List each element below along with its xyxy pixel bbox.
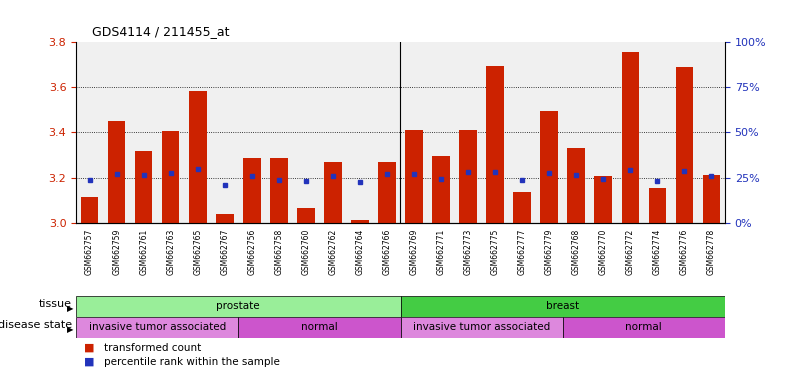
Bar — [239, 317, 400, 338]
Text: normal: normal — [301, 322, 338, 333]
Text: invasive tumor associated: invasive tumor associated — [89, 322, 226, 333]
Bar — [135, 151, 152, 223]
Bar — [108, 121, 126, 223]
Bar — [76, 317, 239, 338]
Bar — [541, 111, 558, 223]
Bar — [622, 52, 639, 223]
Text: percentile rank within the sample: percentile rank within the sample — [104, 357, 280, 367]
Bar — [513, 192, 531, 223]
Bar — [162, 131, 179, 223]
Text: normal: normal — [626, 322, 662, 333]
Bar — [400, 317, 562, 338]
Text: disease state: disease state — [0, 320, 72, 330]
Bar — [270, 159, 288, 223]
Text: ■: ■ — [84, 357, 95, 367]
Bar — [405, 130, 423, 223]
Text: prostate: prostate — [216, 301, 260, 311]
Bar — [351, 220, 368, 223]
Bar — [216, 214, 234, 223]
Text: ▶: ▶ — [67, 325, 74, 334]
Text: invasive tumor associated: invasive tumor associated — [413, 322, 550, 333]
Bar — [649, 188, 666, 223]
Bar — [189, 91, 207, 223]
Bar — [594, 177, 612, 223]
Bar — [297, 208, 315, 223]
Bar — [702, 175, 720, 223]
Text: ▶: ▶ — [67, 304, 74, 313]
Bar — [567, 148, 585, 223]
Text: GDS4114 / 211455_at: GDS4114 / 211455_at — [92, 25, 230, 38]
Bar — [486, 66, 504, 223]
Bar — [562, 317, 725, 338]
Bar — [400, 296, 725, 317]
Text: ■: ■ — [84, 343, 95, 353]
Bar — [459, 130, 477, 223]
Bar — [81, 197, 99, 223]
Bar — [76, 296, 400, 317]
Text: tissue: tissue — [39, 299, 72, 309]
Text: transformed count: transformed count — [104, 343, 201, 353]
Bar — [675, 67, 693, 223]
Bar — [243, 159, 260, 223]
Text: breast: breast — [546, 301, 579, 311]
Bar — [324, 162, 342, 223]
Bar — [378, 162, 396, 223]
Bar — [433, 156, 450, 223]
